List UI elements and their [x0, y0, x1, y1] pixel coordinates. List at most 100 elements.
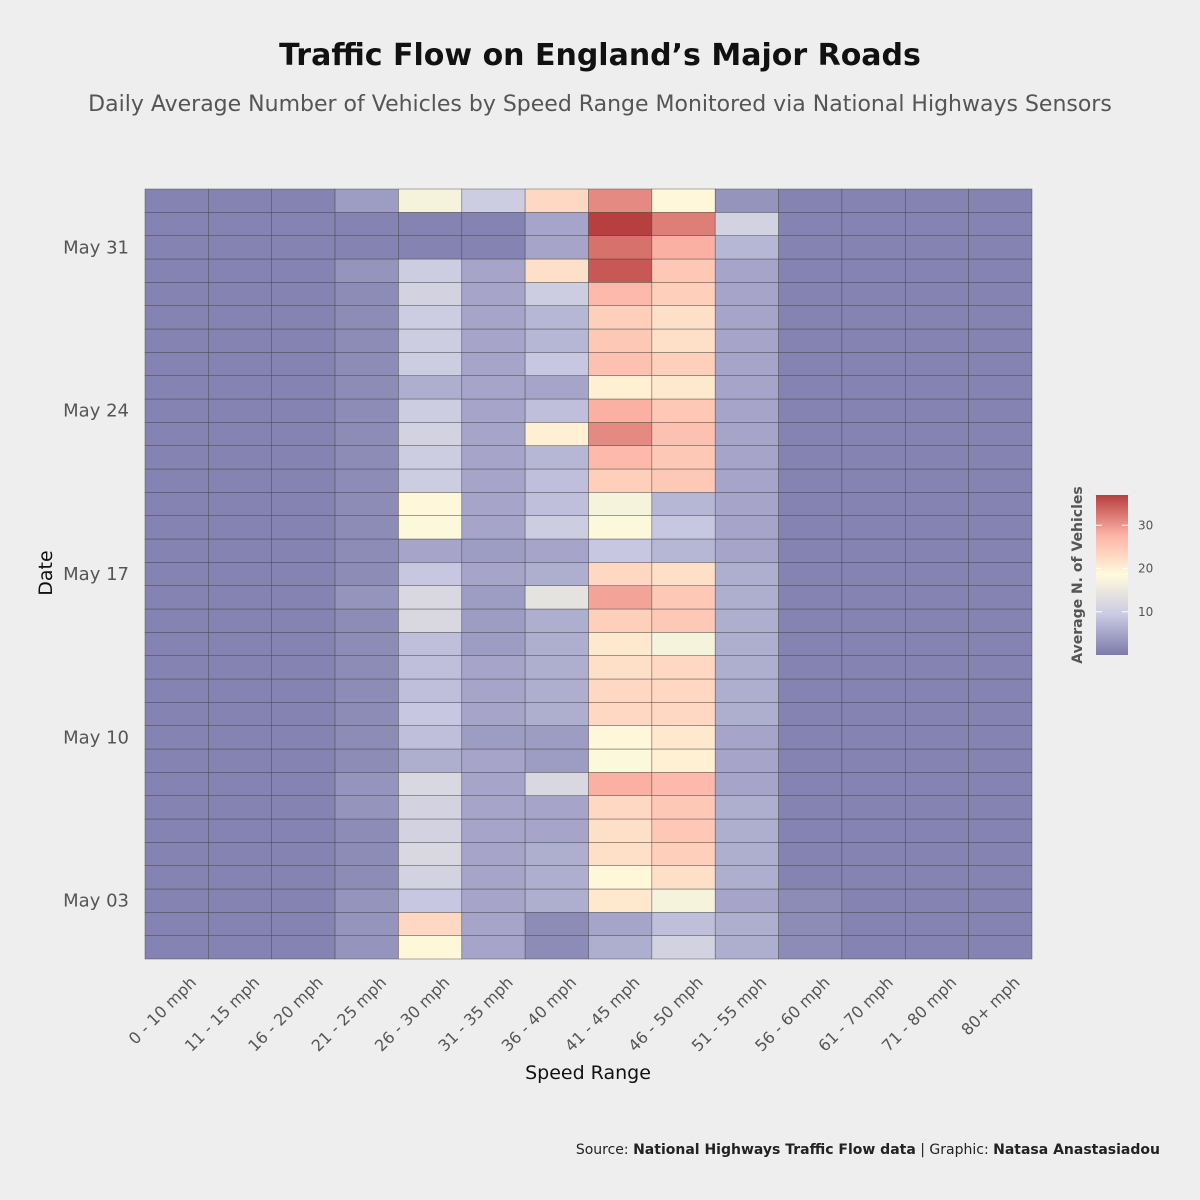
- heatmap-cell: [714, 328, 779, 353]
- heatmap-cell: [841, 352, 906, 376]
- heatmap-cell: [714, 282, 779, 306]
- heatmap-cell: [904, 795, 969, 820]
- heatmap-cell: [714, 772, 779, 796]
- heatmap-cell: [714, 305, 779, 330]
- heatmap-cell: [524, 305, 589, 330]
- heatmap-cell: [524, 888, 589, 913]
- heatmap-cell: [651, 795, 716, 820]
- heatmap-cell: [144, 375, 209, 400]
- heatmap-cell: [904, 538, 969, 563]
- legend-tick-label: 20: [1138, 562, 1153, 576]
- heatmap-cell: [714, 468, 779, 493]
- heatmap-cell: [398, 352, 463, 376]
- heatmap-cell: [651, 772, 716, 796]
- heatmap-cell: [841, 935, 906, 960]
- heatmap-cell: [524, 772, 589, 796]
- heatmap-cell: [208, 935, 273, 960]
- heatmap-cell: [841, 538, 906, 563]
- heatmap-cell: [208, 328, 273, 353]
- heatmap-cell: [968, 515, 1033, 540]
- heatmap-cell: [651, 305, 716, 330]
- heatmap-cell: [398, 562, 463, 586]
- heatmap-cell: [904, 702, 969, 726]
- heatmap-cell: [398, 632, 463, 656]
- heatmap-cell: [334, 678, 399, 703]
- heatmap-cell: [588, 258, 653, 283]
- heatmap-cell: [524, 492, 589, 516]
- heatmap-cell: [334, 538, 399, 563]
- heatmap-cell: [271, 702, 336, 726]
- source-value: National Highways Traffic Flow data: [633, 1142, 916, 1158]
- heatmap-cell: [144, 328, 209, 353]
- heatmap-cell: [271, 422, 336, 446]
- heatmap-cell: [588, 818, 653, 843]
- heatmap-cell: [144, 235, 209, 260]
- heatmap-cell: [524, 795, 589, 820]
- heatmap-cell: [588, 772, 653, 796]
- heatmap-cell: [968, 562, 1033, 586]
- heatmap-cell: [461, 795, 526, 820]
- legend-title: Average N. of Vehicles: [1070, 486, 1086, 663]
- heatmap-cell: [334, 562, 399, 586]
- heatmap-cell: [208, 865, 273, 890]
- heatmap-cell: [651, 608, 716, 633]
- heatmap-cell: [904, 678, 969, 703]
- heatmap-cell: [778, 515, 843, 540]
- heatmap-cell: [841, 585, 906, 610]
- heatmap-cell: [208, 282, 273, 306]
- heatmap-cell: [144, 912, 209, 936]
- heatmap-cell: [841, 608, 906, 633]
- heatmap-cell: [778, 235, 843, 260]
- heatmap-cell: [841, 258, 906, 283]
- heatmap-cell: [461, 445, 526, 470]
- heatmap-cell: [144, 632, 209, 656]
- heatmap-cell: [144, 842, 209, 866]
- heatmap-cell: [778, 702, 843, 726]
- heatmap-cell: [524, 282, 589, 306]
- heatmap-cell: [904, 422, 969, 446]
- heatmap-cell: [461, 562, 526, 586]
- heatmap-cell: [524, 842, 589, 866]
- heatmap-cell: [841, 678, 906, 703]
- heatmap-cell: [208, 445, 273, 470]
- heatmap-cell: [968, 632, 1033, 656]
- heatmap-cell: [968, 702, 1033, 726]
- heatmap-cell: [968, 772, 1033, 796]
- heatmap-cell: [461, 678, 526, 703]
- heatmap-cell: [841, 842, 906, 866]
- heatmap-cell: [904, 375, 969, 400]
- heatmap-cell: [398, 282, 463, 306]
- heatmap-cell: [714, 422, 779, 446]
- heatmap-cell: [461, 375, 526, 400]
- heatmap-cell: [334, 865, 399, 890]
- heatmap-cell: [144, 212, 209, 236]
- heatmap-cell: [334, 468, 399, 493]
- heatmap-cell: [398, 795, 463, 820]
- heatmap-cell: [778, 818, 843, 843]
- heatmap-cell: [904, 888, 969, 913]
- heatmap-cell: [461, 748, 526, 773]
- heatmap-cell: [968, 235, 1033, 260]
- heatmap-cell: [904, 655, 969, 680]
- heatmap-cell: [968, 328, 1033, 353]
- heatmap-cell: [144, 352, 209, 376]
- heatmap-cell: [398, 888, 463, 913]
- heatmap-cell: [461, 328, 526, 353]
- heatmap-cell: [208, 608, 273, 633]
- heatmap-cell: [398, 398, 463, 423]
- heatmap-cell: [461, 282, 526, 306]
- heatmap-cell: [968, 888, 1033, 913]
- heatmap-cell: [778, 842, 843, 866]
- heatmap-cell: [334, 655, 399, 680]
- heatmap-cell: [778, 608, 843, 633]
- heatmap-cell: [651, 212, 716, 236]
- heatmap-cell: [588, 842, 653, 866]
- heatmap-cell: [968, 258, 1033, 283]
- heatmap-cell: [651, 702, 716, 726]
- heatmap-cell: [398, 842, 463, 866]
- heatmap-cell: [144, 422, 209, 446]
- heatmap-cell: [651, 445, 716, 470]
- heatmap-cell: [144, 398, 209, 423]
